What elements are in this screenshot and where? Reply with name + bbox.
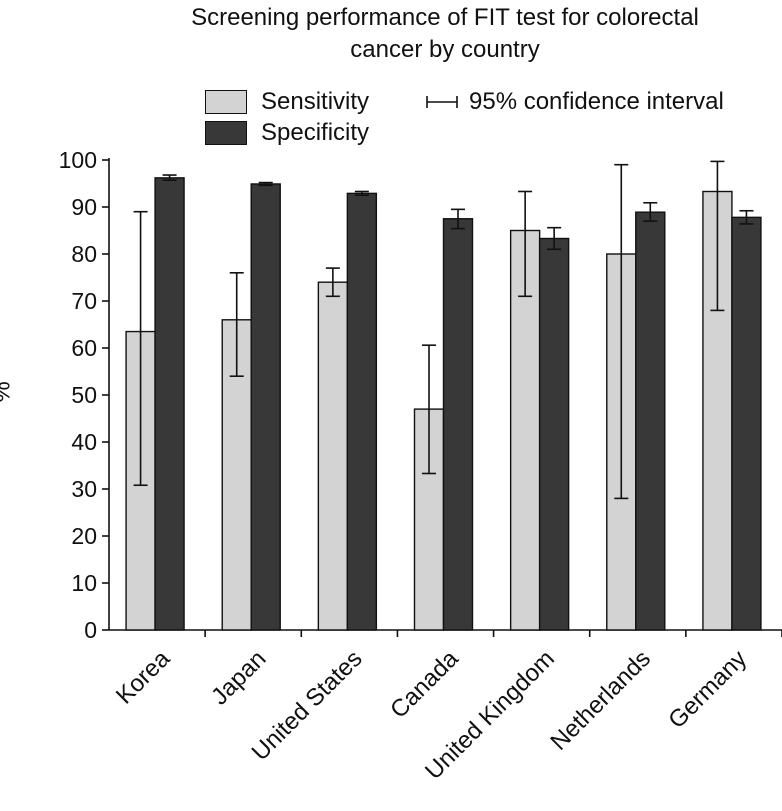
error-bar-icon xyxy=(426,96,458,108)
bar-specificity-japan xyxy=(250,183,281,631)
bar-specificity-korea xyxy=(154,177,185,631)
y-tick-label: 100 xyxy=(59,147,97,173)
legend-label-specificity: Specificity xyxy=(261,119,370,146)
y-tick-label: 50 xyxy=(71,382,97,408)
x-tick-label: Germany xyxy=(663,645,752,734)
y-tick-label: 40 xyxy=(71,429,97,455)
legend-item-ci: 95% confidence interval xyxy=(425,88,724,116)
y-tick-label: 80 xyxy=(71,241,97,267)
chart-title-line1: Screening performance of FIT test for co… xyxy=(191,4,699,31)
y-tick-label: 90 xyxy=(71,194,97,220)
chart-title: Screening performance of FIT test for co… xyxy=(100,2,782,66)
bar-specificity-united-kingdom xyxy=(538,237,570,631)
bar-specificity-united-states xyxy=(346,192,378,631)
legend-label-sensitivity: Sensitivity xyxy=(261,88,370,115)
bar-sensitivity-united-states xyxy=(317,281,349,631)
x-tick-label: Canada xyxy=(385,645,464,724)
x-tick-label: Japan xyxy=(206,645,271,710)
legend-label-ci: 95% confidence interval xyxy=(469,88,724,115)
legend-item-sensitivity: Sensitivity xyxy=(205,88,369,116)
bar-sensitivity-japan xyxy=(221,319,252,631)
y-tick-label: 70 xyxy=(71,288,97,314)
x-tick-label: Netherlands xyxy=(545,645,656,756)
legend-item-specificity: Specificity xyxy=(205,119,369,147)
x-tick-label: Korea xyxy=(111,645,176,710)
y-tick-label: 60 xyxy=(71,335,97,361)
bar-specificity-netherlands xyxy=(635,211,666,631)
legend-swatch-specificity xyxy=(205,121,247,145)
legend-swatch-sensitivity xyxy=(205,90,247,114)
y-tick-label: 10 xyxy=(71,570,97,596)
y-tick-label: 0 xyxy=(84,617,97,643)
bar-specificity-canada xyxy=(442,218,474,631)
bar-specificity-germany xyxy=(731,216,762,631)
y-tick-label: 20 xyxy=(71,523,97,549)
chart-title-line2: cancer by country xyxy=(350,36,540,63)
y-tick-label: 30 xyxy=(71,476,97,502)
